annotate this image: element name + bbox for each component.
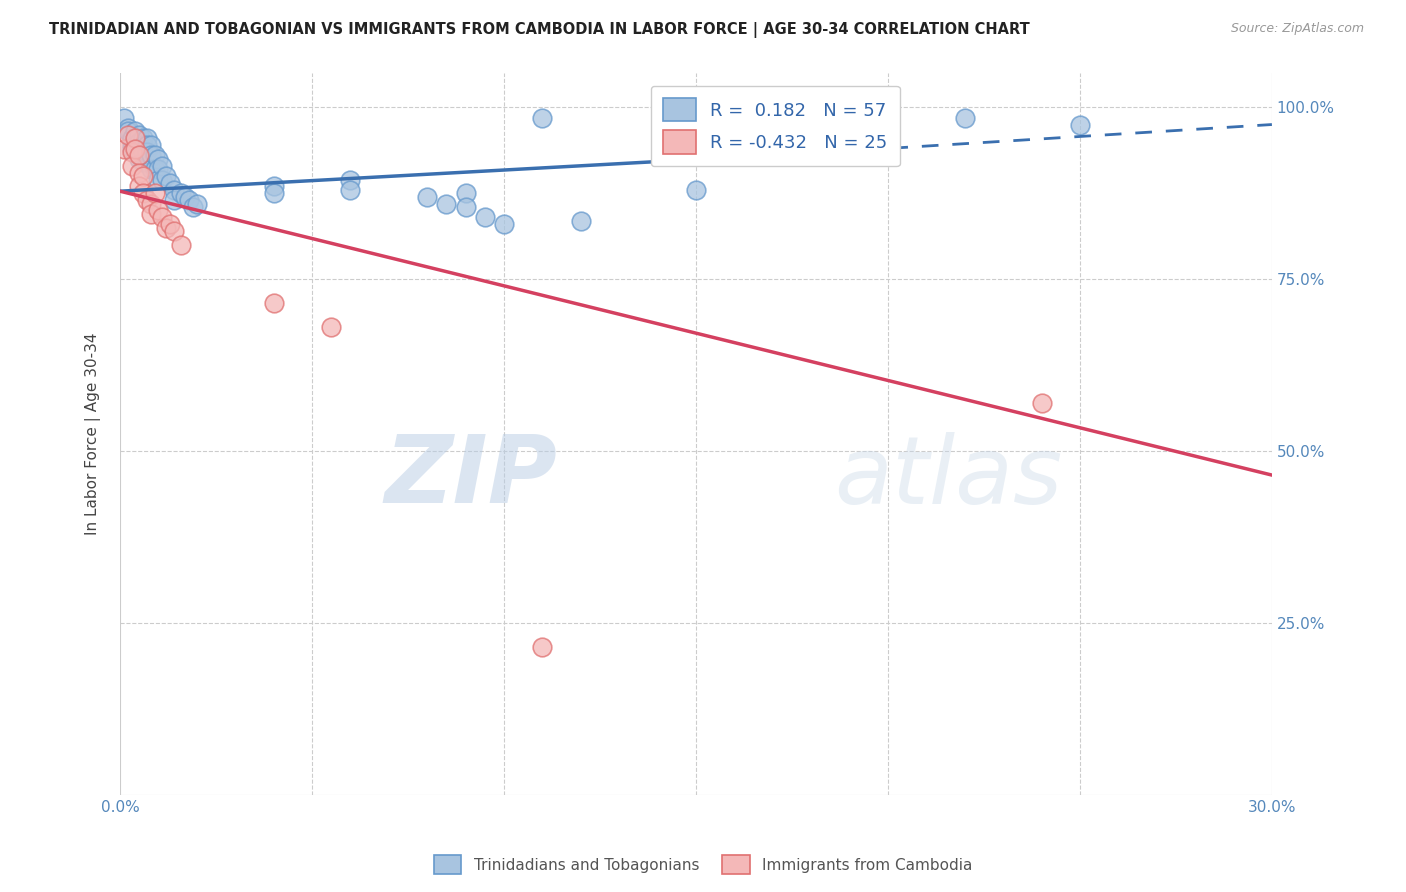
Point xyxy=(531,640,554,654)
Point xyxy=(124,124,146,138)
Point xyxy=(135,145,157,159)
Point xyxy=(135,155,157,169)
Point xyxy=(139,207,162,221)
Point xyxy=(174,190,197,204)
Point xyxy=(128,148,150,162)
Point xyxy=(263,186,285,201)
Point xyxy=(186,196,208,211)
Point xyxy=(155,169,177,183)
Point xyxy=(170,237,193,252)
Point xyxy=(128,128,150,142)
Point xyxy=(181,200,204,214)
Point xyxy=(454,200,477,214)
Point xyxy=(121,159,143,173)
Point xyxy=(124,145,146,159)
Point xyxy=(135,131,157,145)
Point xyxy=(139,196,162,211)
Point xyxy=(132,169,155,183)
Point xyxy=(112,111,135,125)
Point xyxy=(128,135,150,149)
Point xyxy=(148,162,170,177)
Point xyxy=(124,131,146,145)
Text: ZIP: ZIP xyxy=(385,431,558,523)
Point xyxy=(155,220,177,235)
Point xyxy=(531,111,554,125)
Point xyxy=(163,224,186,238)
Point xyxy=(139,138,162,153)
Point xyxy=(163,183,186,197)
Point xyxy=(139,148,162,162)
Point xyxy=(117,128,139,142)
Point xyxy=(135,193,157,207)
Point xyxy=(139,162,162,177)
Point xyxy=(117,124,139,138)
Point xyxy=(159,176,181,190)
Point xyxy=(159,217,181,231)
Point xyxy=(179,193,201,207)
Point xyxy=(685,183,707,197)
Point xyxy=(474,211,496,225)
Point xyxy=(454,186,477,201)
Point xyxy=(263,179,285,194)
Point xyxy=(121,145,143,159)
Point xyxy=(132,186,155,201)
Text: TRINIDADIAN AND TOBAGONIAN VS IMMIGRANTS FROM CAMBODIA IN LABOR FORCE | AGE 30-3: TRINIDADIAN AND TOBAGONIAN VS IMMIGRANTS… xyxy=(49,22,1031,38)
Point xyxy=(163,193,186,207)
Point xyxy=(128,152,150,166)
Point xyxy=(117,120,139,135)
Point xyxy=(135,138,157,153)
Point xyxy=(121,138,143,153)
Point xyxy=(121,142,143,156)
Point xyxy=(416,190,439,204)
Point xyxy=(170,186,193,201)
Point xyxy=(1069,118,1091,132)
Point xyxy=(148,152,170,166)
Text: Source: ZipAtlas.com: Source: ZipAtlas.com xyxy=(1230,22,1364,36)
Point xyxy=(339,172,361,186)
Legend: R =  0.182   N = 57, R = -0.432   N = 25: R = 0.182 N = 57, R = -0.432 N = 25 xyxy=(651,86,900,166)
Point xyxy=(124,131,146,145)
Point xyxy=(143,162,166,177)
Point xyxy=(132,138,155,153)
Point xyxy=(150,172,173,186)
Point xyxy=(150,211,173,225)
Point xyxy=(321,320,343,334)
Point xyxy=(121,131,143,145)
Point xyxy=(436,196,458,211)
Point xyxy=(143,186,166,201)
Point xyxy=(128,142,150,156)
Point xyxy=(132,155,155,169)
Point xyxy=(124,138,146,153)
Point xyxy=(492,217,515,231)
Point xyxy=(128,179,150,194)
Point xyxy=(112,142,135,156)
Point xyxy=(838,145,860,159)
Point xyxy=(263,296,285,310)
Point xyxy=(128,166,150,180)
Point xyxy=(124,142,146,156)
Legend: Trinidadians and Tobagonians, Immigrants from Cambodia: Trinidadians and Tobagonians, Immigrants… xyxy=(427,849,979,880)
Point xyxy=(148,172,170,186)
Point xyxy=(953,111,976,125)
Y-axis label: In Labor Force | Age 30-34: In Labor Force | Age 30-34 xyxy=(86,333,101,535)
Point xyxy=(1031,396,1053,410)
Point xyxy=(150,159,173,173)
Point xyxy=(132,145,155,159)
Point xyxy=(569,213,592,227)
Point xyxy=(148,203,170,218)
Point xyxy=(143,148,166,162)
Point xyxy=(132,131,155,145)
Point xyxy=(339,183,361,197)
Text: atlas: atlas xyxy=(834,432,1063,523)
